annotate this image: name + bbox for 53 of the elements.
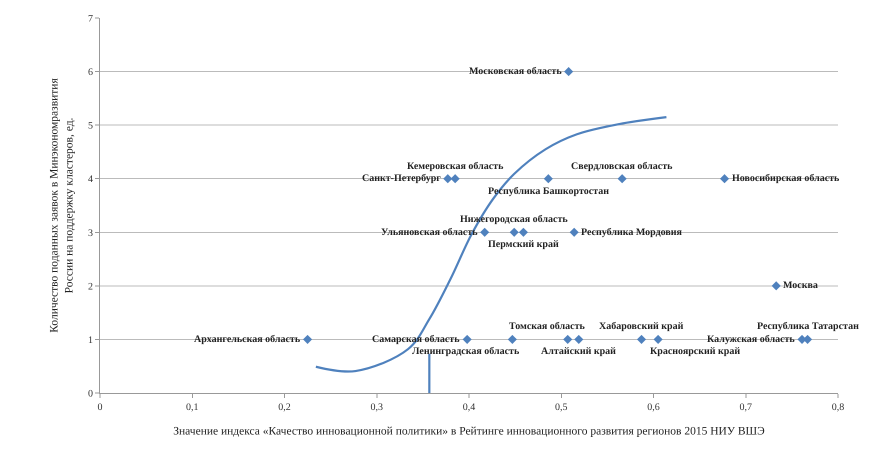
point <box>563 334 572 344</box>
x-tick-label: 0,1 <box>186 402 198 413</box>
y-tick-label: 1 <box>88 334 93 346</box>
annotation: Московская область <box>469 66 562 77</box>
point <box>772 281 781 290</box>
point <box>303 334 312 344</box>
annotation: Архангельская область <box>194 334 301 345</box>
point <box>480 228 490 237</box>
point <box>618 174 627 184</box>
y-tick-label: 6 <box>88 67 93 78</box>
point <box>720 174 730 184</box>
annotation: Алтайский край <box>541 346 616 357</box>
y-tick-label: 5 <box>88 120 93 132</box>
annotation: Красноярский край <box>650 346 740 357</box>
annotation: Москва <box>783 280 818 291</box>
x-tick-label: 0 <box>98 402 102 413</box>
x-tick-label: 0,4 <box>462 402 476 413</box>
x-tick-label: 0,7 <box>740 402 752 413</box>
x-tick-label: 0,5 <box>555 402 568 413</box>
y-axis-title: Количество поданных заявок в Минэкономразвития России на поддержку кластеров, ед. <box>48 78 76 333</box>
point <box>508 334 517 344</box>
point <box>564 67 574 76</box>
annotation: Новосибирская область <box>732 173 840 184</box>
annotation: Республика Татарстан <box>757 321 860 332</box>
x-axis-title: Значение индекса «Качество инновационной политики» в Рейтинге инновационного развития регионов 2015 НИУ ВШЭ <box>173 426 766 438</box>
annotation: Хабаровский край <box>599 321 684 332</box>
point <box>450 174 460 184</box>
annotation: Пермский край <box>488 239 559 250</box>
point <box>574 334 584 344</box>
point <box>544 174 553 184</box>
point <box>462 334 472 344</box>
y-tick-label: 3 <box>88 228 93 239</box>
y-tick-label: 4 <box>88 174 93 186</box>
y-tick-label: 2 <box>88 281 93 292</box>
point <box>443 174 452 184</box>
point <box>570 228 579 237</box>
annotation: Свердловская область <box>571 161 674 172</box>
x-tick-label: 0,6 <box>647 402 660 413</box>
annotation: Томская область <box>509 321 586 332</box>
y-tick-label: 7 <box>88 14 93 24</box>
x-tick-label: 0,2 <box>278 402 291 413</box>
annotation: Санкт-Петербург <box>362 173 442 184</box>
y-tick-label: 0 <box>88 388 93 400</box>
annotation: Калужская область <box>707 334 796 345</box>
point <box>636 334 646 344</box>
annotation: Кемеровская область <box>407 161 504 172</box>
point <box>654 334 663 344</box>
annotation: Республика Мордовия <box>581 227 683 238</box>
annotation: Ленинградская область <box>412 346 520 357</box>
point <box>510 228 519 237</box>
x-tick-label: 0,3 <box>370 402 383 413</box>
point <box>518 228 528 237</box>
x-tick-label: 0,8 <box>832 402 844 413</box>
